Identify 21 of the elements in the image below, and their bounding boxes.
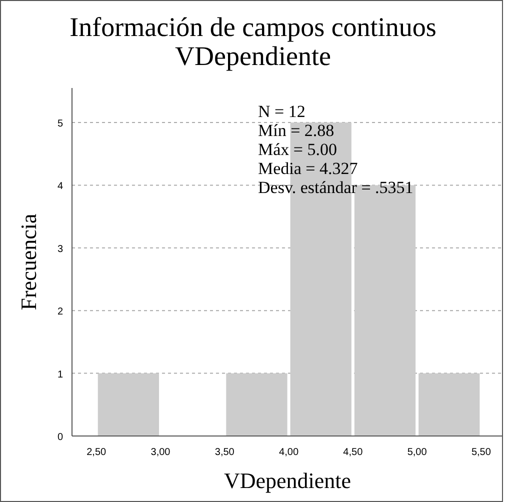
y-tick-label: 0 [57,432,64,443]
y-tick-label: 2 [57,306,64,318]
annotation: N = 12 [258,102,306,121]
annotation: Desv. estándar = .5351 [258,178,414,197]
y-tick-label: 5 [57,118,64,130]
x-tick-label: 5,50 [471,447,492,458]
annotation: Máx = 5.00 [258,140,337,159]
annotation: Media = 4.327 [258,159,358,178]
y-tick-label: 1 [57,369,64,380]
x-tick-label: 5,00 [407,447,428,458]
y-tick-label: 3 [57,244,64,255]
y-axis-title: Frecuencia [16,214,41,310]
x-tick-label: 3,50 [214,447,235,458]
x-axis-title: VDependiente [224,468,352,493]
y-tick-label: 4 [57,181,64,192]
x-tick-label: 2,50 [86,447,107,458]
chart-title: Información de campos continuos VDependiente [70,12,436,71]
x-tick-label: 3,00 [150,447,171,458]
x-tick-label: 4,00 [279,447,299,458]
x-tick-label: 4,50 [343,447,364,458]
annotation: Mín = 2.88 [258,121,334,140]
